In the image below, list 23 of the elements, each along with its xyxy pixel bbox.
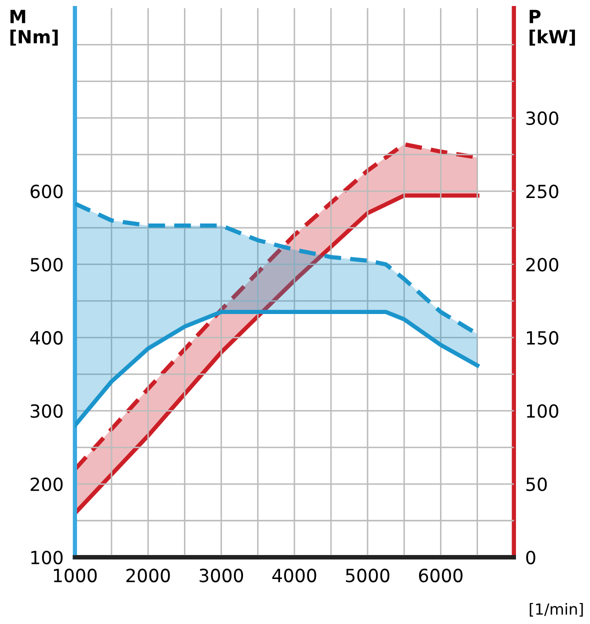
y2-tick-label: 300 bbox=[526, 111, 558, 126]
y2-tick-label: 150 bbox=[526, 331, 558, 345]
x-tick-label: 6000 bbox=[419, 568, 463, 582]
y-tick-label: 500 bbox=[30, 258, 63, 272]
x-tick-label: 3000 bbox=[200, 568, 244, 582]
y-tick-label: 400 bbox=[30, 331, 63, 345]
y-axis-title: M [Nm] bbox=[10, 10, 58, 46]
x-tick-label: 1000 bbox=[54, 568, 97, 582]
y-tick-label: 600 bbox=[30, 184, 63, 198]
y2-tick-label: 100 bbox=[526, 404, 558, 418]
x-tick-label: 4000 bbox=[272, 568, 316, 582]
y2-axis-title: P [kW] bbox=[530, 10, 575, 46]
y-tick-label: 300 bbox=[30, 404, 63, 418]
line-series bbox=[74, 310, 480, 428]
y2-tick-label: 250 bbox=[526, 184, 558, 198]
y-tick-label: 200 bbox=[30, 477, 63, 492]
x-tick-label: 2000 bbox=[126, 568, 170, 582]
y-tick-label: 100 bbox=[31, 550, 63, 564]
x-tick-label: 5000 bbox=[346, 568, 390, 582]
y2-tick-label: 50 bbox=[526, 477, 547, 492]
y2-tick-label: 0 bbox=[526, 550, 536, 564]
x-axis-title: [1/min] bbox=[530, 602, 583, 617]
y2-tick-label: 200 bbox=[526, 258, 558, 272]
